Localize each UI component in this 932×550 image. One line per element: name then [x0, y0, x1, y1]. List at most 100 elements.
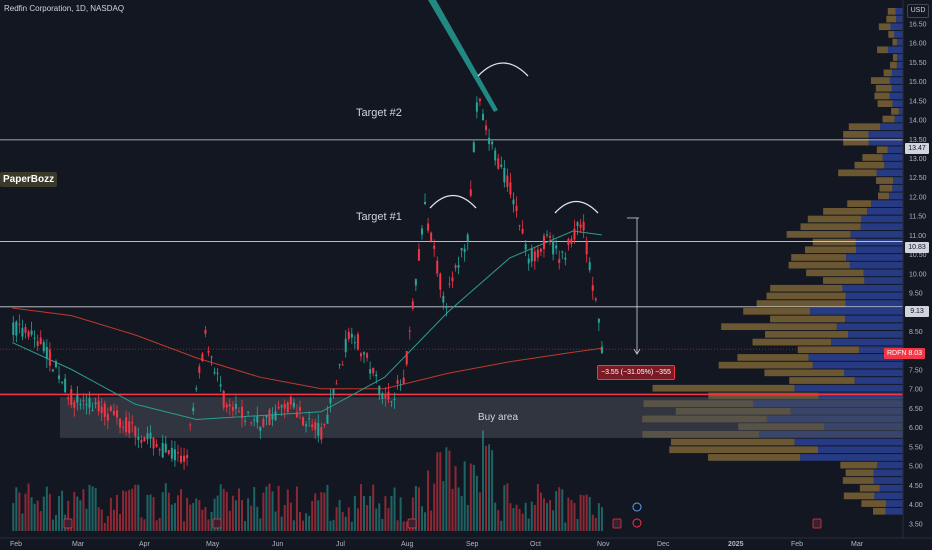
- price-tick-label: 8.50: [909, 329, 923, 336]
- volume-bar: [460, 496, 463, 531]
- candle-body: [546, 234, 549, 236]
- candle-body: [33, 337, 36, 339]
- candle-body: [228, 404, 231, 407]
- volume-bar: [167, 492, 170, 531]
- candle-body: [542, 235, 545, 250]
- candle-body: [176, 452, 179, 454]
- earnings-icon: [812, 518, 822, 529]
- candle-body: [317, 423, 320, 436]
- volume-bar: [356, 508, 359, 531]
- volume-bar: [27, 483, 30, 531]
- volume-bar: [125, 491, 128, 531]
- price-tick-label: 7.50: [909, 367, 923, 374]
- candle-body: [512, 199, 515, 205]
- volume-profile-bar-down: [864, 277, 903, 284]
- volume-bar: [329, 520, 332, 531]
- candle-body: [250, 422, 253, 424]
- volume-profile-bar-down: [845, 315, 903, 323]
- volume-bar: [338, 500, 341, 531]
- volume-profile-bar-up: [788, 261, 850, 269]
- volume-bar: [570, 499, 573, 531]
- price-tick-label: 5.00: [909, 464, 923, 471]
- volume-profile-bar-up: [883, 69, 892, 77]
- volume-bar: [481, 430, 484, 531]
- candle-body: [381, 393, 384, 400]
- candle-body: [24, 327, 27, 333]
- candle-body: [58, 375, 61, 380]
- right-shoulder-arc: [554, 200, 599, 214]
- volume-bar: [494, 502, 497, 531]
- volume-bar: [420, 506, 423, 531]
- volume-profile-bar-up: [800, 223, 861, 231]
- left-shoulder-arc: [429, 194, 477, 209]
- volume-bar: [48, 494, 51, 531]
- volume-bar: [491, 450, 494, 531]
- volume-bar: [311, 500, 314, 531]
- volume-bar: [189, 504, 192, 531]
- moving-averages: [12, 230, 602, 421]
- candle-body: [241, 406, 244, 419]
- volume-profile-bar-up: [823, 277, 865, 284]
- candle-body: [344, 338, 347, 353]
- volume-profile-bar-down: [897, 54, 903, 61]
- candle-body: [594, 298, 597, 301]
- volume-profile-bar-down: [868, 131, 903, 138]
- candle-body: [67, 397, 70, 400]
- candle-body: [527, 258, 530, 264]
- candle-body: [109, 406, 112, 411]
- level-13-47-tag[interactable]: 13.47: [905, 143, 929, 154]
- volume-bar: [280, 516, 283, 531]
- volume-profile-bar-down: [850, 231, 903, 238]
- candle-body: [332, 389, 335, 396]
- earnings-icon: [63, 518, 73, 529]
- volume-bar: [79, 500, 82, 531]
- volume-bar: [195, 498, 198, 531]
- volume-bar: [341, 511, 344, 531]
- candle-body: [451, 277, 454, 282]
- volume-bar: [375, 508, 378, 531]
- volume-bar: [122, 490, 125, 531]
- volume-bar: [359, 484, 362, 531]
- drawings[interactable]: [63, 0, 822, 529]
- volume-bar: [286, 489, 289, 531]
- volume-profile-bar-down: [800, 454, 903, 461]
- level-10-83-tag[interactable]: 10.83: [905, 242, 929, 253]
- time-axis[interactable]: Feb Mar Apr May Jun Jul Aug Sep Oct Nov Dec 2025 Feb…: [0, 537, 932, 548]
- currency-button[interactable]: USD: [907, 4, 929, 18]
- volume-bar: [332, 519, 335, 531]
- candle-body: [424, 201, 427, 205]
- volume-bar: [228, 510, 231, 531]
- volume-profile-bar-up: [718, 361, 813, 369]
- volume-profile-bar-down: [848, 331, 903, 338]
- volume-bar: [164, 483, 167, 531]
- price-axis[interactable]: 3.504.004.505.005.506.006.507.007.508.00…: [902, 0, 932, 550]
- candle-body: [558, 259, 561, 263]
- volume-bar: [466, 504, 469, 531]
- volume-profile-bar-up: [838, 169, 877, 177]
- volume-bar: [542, 498, 545, 531]
- time-tick-label: Feb: [791, 541, 803, 548]
- volume-profile-bar-up: [766, 292, 846, 300]
- candle-body: [372, 367, 375, 374]
- time-tick-label: Apr: [139, 541, 151, 548]
- volume-bar: [36, 500, 39, 531]
- volume-bar: [546, 503, 549, 531]
- time-tick-label: Sep: [466, 541, 479, 548]
- candle-body: [500, 164, 503, 167]
- candle-body: [18, 323, 21, 325]
- volume-profile-bar-down: [877, 461, 903, 469]
- volume-bar: [439, 452, 442, 531]
- time-tick-label: Jun: [272, 541, 283, 548]
- horizontal-levels[interactable]: [0, 139, 903, 396]
- candle-body: [122, 426, 125, 428]
- level-9-13-tag[interactable]: 9.13: [905, 306, 929, 317]
- volume-bar: [567, 497, 570, 531]
- volume-bar: [219, 484, 222, 531]
- volume-profile-bar-up: [877, 46, 888, 54]
- volume-bar: [308, 515, 311, 531]
- candle-body: [396, 380, 399, 384]
- volume-bar: [350, 521, 353, 531]
- candle-body: [189, 424, 192, 426]
- candle-body: [73, 402, 76, 408]
